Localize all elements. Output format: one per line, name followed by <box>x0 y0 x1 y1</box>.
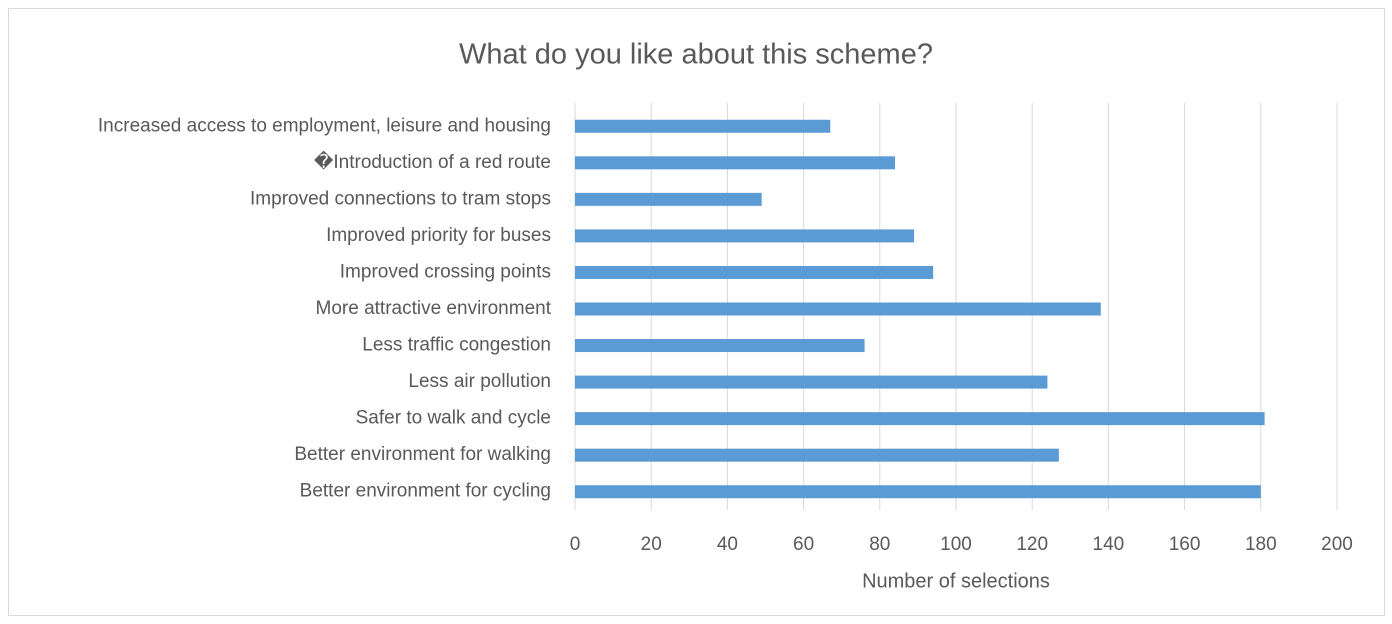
bar <box>575 485 1261 499</box>
bar <box>575 375 1048 389</box>
x-tick-label: 40 <box>717 534 738 555</box>
x-tick-label: 140 <box>1093 534 1125 555</box>
x-tick-label: 60 <box>793 534 814 555</box>
x-axis-label: Number of selections <box>862 570 1050 592</box>
bar <box>575 156 896 170</box>
x-tick-label: 100 <box>940 534 972 555</box>
y-tick-label: Increased access to employment, leisure … <box>98 115 551 136</box>
x-tick-label: 120 <box>1016 534 1048 555</box>
chart-title: What do you like about this scheme? <box>459 39 933 71</box>
x-tick-label: 180 <box>1245 534 1277 555</box>
x-tick-label: 20 <box>641 534 662 555</box>
x-tick-label: 80 <box>869 534 890 555</box>
y-tick-label: Less air pollution <box>408 371 551 392</box>
x-tick-label: 200 <box>1321 534 1353 555</box>
bar <box>575 412 1265 426</box>
y-tick-label: Less traffic congestion <box>362 335 551 356</box>
bar <box>575 302 1101 316</box>
y-tick-label: Better environment for cycling <box>300 481 551 502</box>
y-tick-label: Improved connections to tram stops <box>250 188 551 209</box>
bar <box>575 119 831 133</box>
bar <box>575 265 934 279</box>
x-tick-label: 160 <box>1169 534 1201 555</box>
y-tick-label: Improved crossing points <box>340 261 551 282</box>
y-tick-label: Improved priority for buses <box>326 225 551 246</box>
bar <box>575 192 762 206</box>
bar <box>575 229 915 243</box>
x-tick-label: 0 <box>570 534 581 555</box>
y-tick-label: Better environment for walking <box>294 444 551 465</box>
y-tick-label: Safer to walk and cycle <box>356 408 551 429</box>
bar <box>575 448 1059 462</box>
bar <box>575 339 865 353</box>
y-tick-label: More attractive environment <box>316 298 552 319</box>
y-tick-label: �Introduction of a red route <box>314 150 551 173</box>
